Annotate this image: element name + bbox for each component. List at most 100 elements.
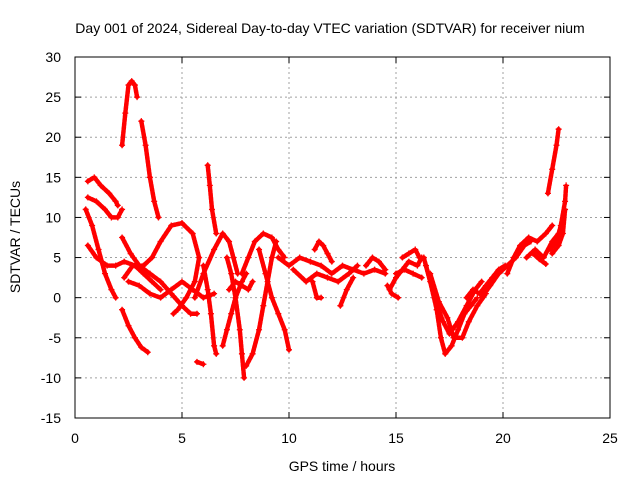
data-point <box>119 306 126 313</box>
data-point <box>318 262 325 269</box>
data-point <box>318 294 325 301</box>
data-point <box>174 306 181 313</box>
data-point <box>144 349 151 356</box>
x-axis-label: GPS time / hours <box>289 458 396 474</box>
y-tick-label: 0 <box>53 290 61 306</box>
data-point <box>450 334 457 341</box>
series-arc-15-dip <box>384 282 402 301</box>
data-point <box>151 198 158 205</box>
data-point <box>146 270 153 277</box>
data-point <box>303 278 310 285</box>
series-trace <box>139 118 161 220</box>
data-point <box>337 302 344 309</box>
data-point <box>435 298 442 305</box>
series-arc-15-16-mid <box>393 266 425 281</box>
y-tick-label: -15 <box>41 410 61 426</box>
data-point <box>93 254 100 261</box>
data-point <box>232 294 239 301</box>
data-point <box>119 234 126 241</box>
series-trace <box>83 207 118 300</box>
data-point <box>455 326 462 333</box>
data-point <box>101 206 108 213</box>
data-point <box>399 254 406 261</box>
data-point <box>179 278 185 285</box>
data-point <box>422 262 429 269</box>
data-point <box>412 246 419 253</box>
series-arc-6h-spike <box>204 162 220 237</box>
data-point <box>157 278 164 285</box>
data-point <box>114 214 121 221</box>
data-point <box>157 238 164 245</box>
data-point <box>213 230 220 237</box>
data-point <box>200 294 207 301</box>
data-point <box>170 310 177 317</box>
data-point <box>476 290 483 297</box>
data-point <box>313 270 320 277</box>
series-arc-7h-low <box>219 270 250 349</box>
data-point <box>459 334 466 341</box>
series-arc-start-high <box>84 174 121 209</box>
data-point <box>311 246 318 253</box>
series-arc-6-cross <box>191 230 241 301</box>
series-arc-13-bump <box>363 254 389 273</box>
series-arc-8h-spike <box>223 254 248 381</box>
data-point <box>437 334 444 341</box>
series-arc-hump <box>121 220 203 317</box>
series-arc-9h-fall <box>256 246 292 353</box>
data-point <box>268 254 275 261</box>
x-tick-label: 10 <box>281 430 297 446</box>
x-tick-label: 15 <box>388 430 404 446</box>
data-point <box>410 270 417 277</box>
data-point <box>562 198 569 205</box>
series-arc-12-dip <box>337 274 357 309</box>
data-point <box>375 258 382 265</box>
data-point <box>371 266 378 273</box>
data-point <box>236 326 243 333</box>
data-point <box>226 286 233 293</box>
data-point <box>219 230 226 237</box>
data-point <box>138 118 145 125</box>
y-tick-label: -5 <box>49 330 62 346</box>
data-point <box>495 270 502 277</box>
data-point <box>223 254 230 261</box>
data-point <box>232 278 239 285</box>
series-trace <box>479 239 534 300</box>
data-point <box>363 262 370 269</box>
data-point <box>204 286 211 293</box>
data-point <box>228 310 235 317</box>
data-point <box>405 258 412 265</box>
data-point <box>149 278 156 285</box>
data-point <box>525 234 532 241</box>
data-point <box>384 282 391 289</box>
data-point <box>559 230 566 237</box>
x-tick-label: 25 <box>602 430 618 446</box>
data-point <box>275 246 282 253</box>
data-point <box>393 270 399 277</box>
y-tick-label: 10 <box>45 209 61 225</box>
data-point <box>504 270 511 277</box>
data-point <box>549 250 556 257</box>
data-point <box>324 250 331 257</box>
data-point <box>440 318 447 325</box>
data-point <box>206 182 213 189</box>
data-point <box>463 294 470 301</box>
data-point <box>238 270 245 277</box>
series-trace <box>201 263 219 357</box>
data-point <box>345 270 352 277</box>
x-tick-label: 0 <box>71 430 79 446</box>
data-point <box>119 142 126 149</box>
series-arc-start-mid <box>82 206 119 301</box>
series-arc-main-10-14 <box>275 254 389 277</box>
data-point <box>245 254 252 261</box>
data-point <box>149 254 156 261</box>
data-point <box>286 262 292 269</box>
data-point <box>309 278 316 285</box>
series-arc-21-low <box>529 250 549 267</box>
data-point <box>155 214 162 221</box>
data-point <box>187 310 194 317</box>
data-point <box>444 314 451 321</box>
data-point <box>119 206 126 213</box>
series-trace <box>387 255 424 292</box>
series-arc-early-peak <box>119 78 141 149</box>
data-point <box>335 278 342 285</box>
